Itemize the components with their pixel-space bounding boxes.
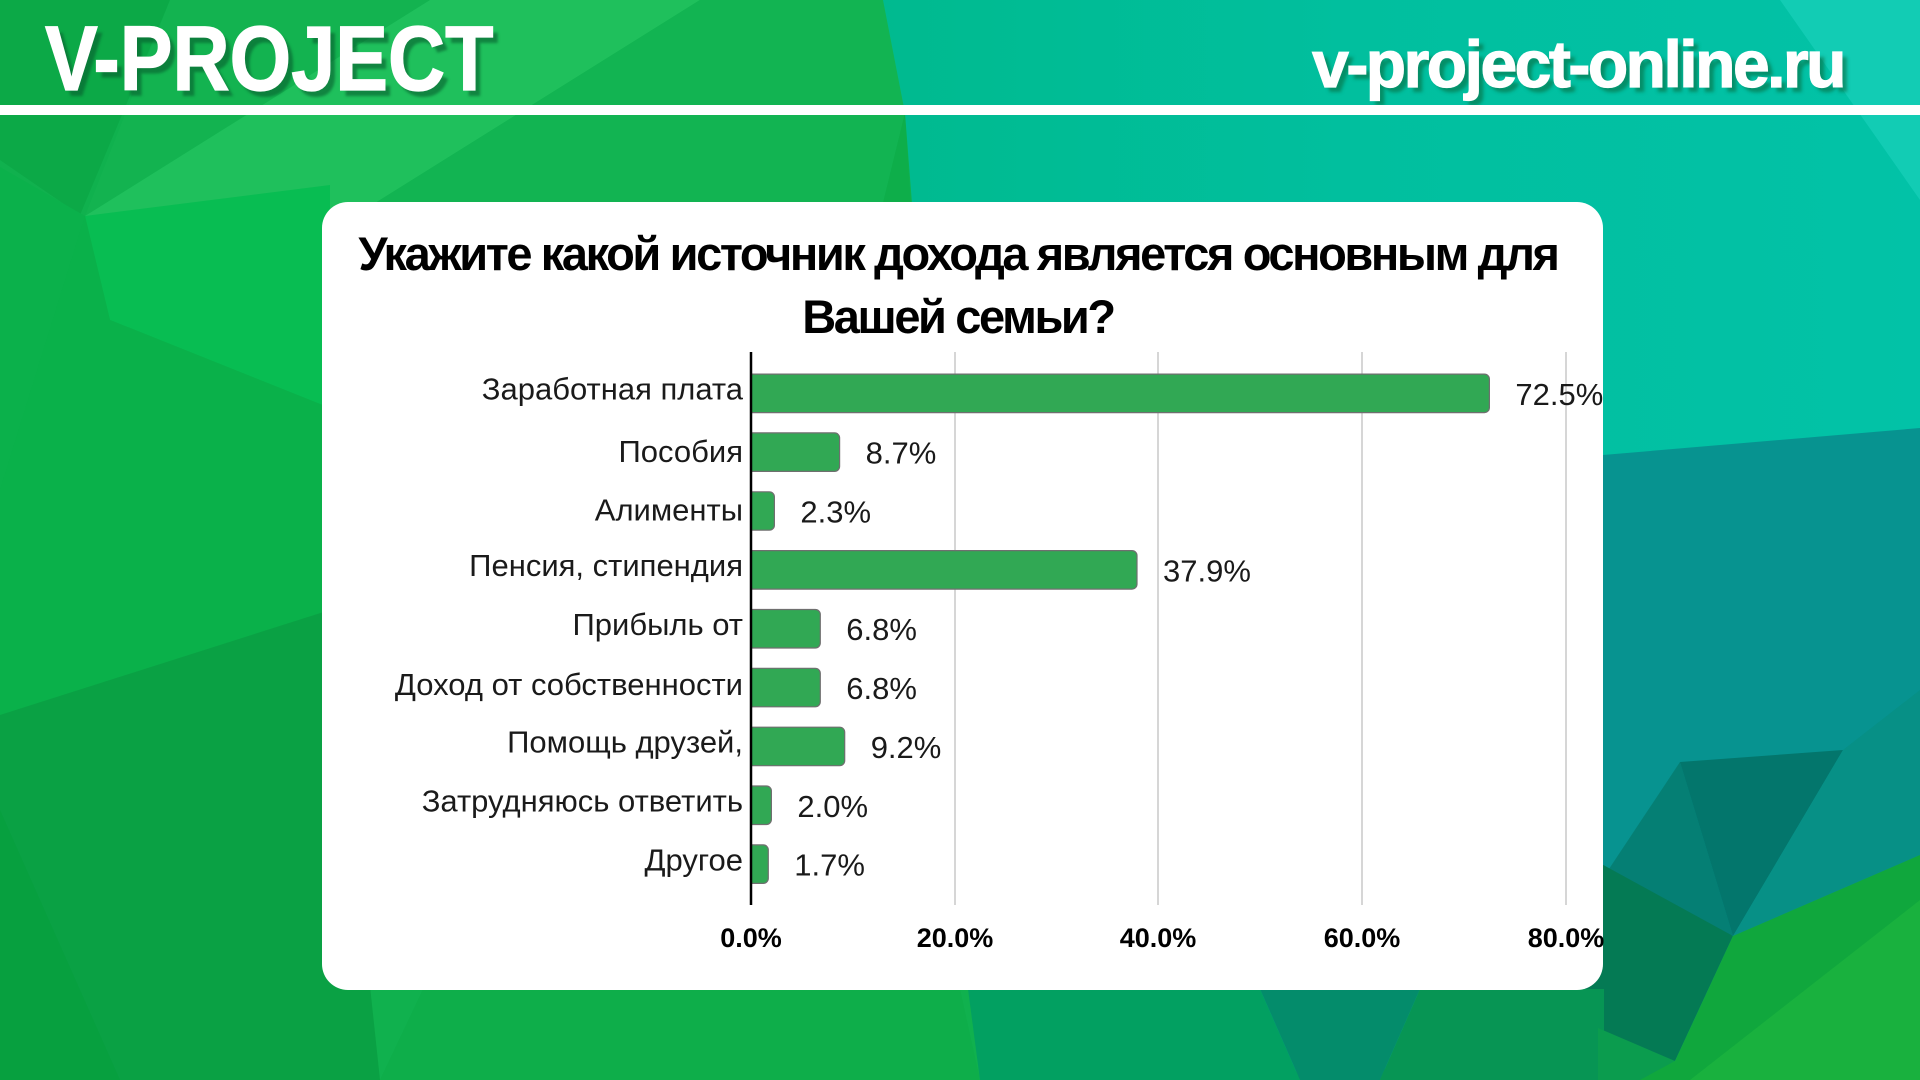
svg-text:6.8%: 6.8% [846, 612, 917, 647]
svg-text:Пенсия, стипендия: Пенсия, стипендия [469, 548, 743, 583]
svg-text:Другое: Другое [645, 842, 744, 877]
svg-text:2.3%: 2.3% [800, 495, 871, 530]
svg-text:Помощь друзей,: Помощь друзей, [507, 725, 743, 760]
svg-text:Прибыль от: Прибыль от [573, 607, 744, 642]
svg-text:Затрудняюсь ответить: Затрудняюсь ответить [422, 784, 743, 819]
svg-text:60.0%: 60.0% [1324, 923, 1401, 953]
svg-text:1.7%: 1.7% [794, 848, 865, 883]
svg-text:Доход от собственности: Доход от собственности [395, 667, 743, 702]
svg-text:Алименты: Алименты [595, 493, 743, 528]
svg-text:40.0%: 40.0% [1120, 923, 1197, 953]
svg-text:Заработная плата: Заработная плата [482, 372, 744, 407]
svg-text:2.0%: 2.0% [797, 789, 868, 824]
svg-text:0.0%: 0.0% [720, 923, 782, 953]
svg-text:9.2%: 9.2% [871, 730, 942, 765]
svg-text:Пособия: Пособия [619, 434, 743, 469]
svg-text:37.9%: 37.9% [1163, 553, 1251, 588]
svg-text:6.8%: 6.8% [846, 671, 917, 706]
svg-text:80.0%: 80.0% [1528, 923, 1605, 953]
svg-text:Укажите какой источник дохода: Укажите какой источник дохода является о… [358, 227, 1557, 280]
svg-text:72.5%: 72.5% [1515, 377, 1603, 412]
svg-text:Вашей семьи?: Вашей семьи? [802, 290, 1113, 343]
svg-text:8.7%: 8.7% [866, 436, 937, 471]
svg-text:20.0%: 20.0% [917, 923, 994, 953]
